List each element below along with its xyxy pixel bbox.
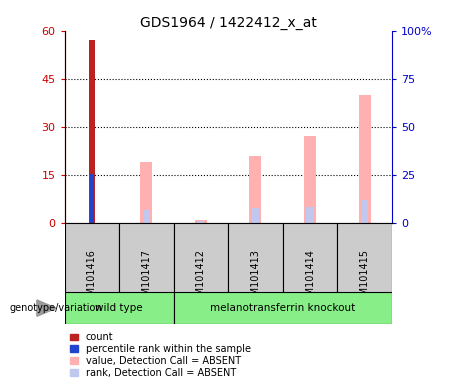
Bar [359, 95, 371, 223]
Bar [252, 208, 259, 223]
Text: GSM101412: GSM101412 [196, 249, 206, 308]
Text: GSM101415: GSM101415 [360, 249, 370, 308]
Bar [228, 223, 283, 292]
Text: GSM101416: GSM101416 [87, 249, 97, 308]
Bar [143, 210, 150, 223]
Bar [119, 223, 174, 292]
Text: wild type: wild type [95, 303, 143, 313]
Bar [90, 174, 94, 223]
Bar [65, 223, 119, 292]
Bar [140, 162, 153, 223]
Title: GDS1964 / 1422412_x_at: GDS1964 / 1422412_x_at [140, 16, 317, 30]
Text: melanotransferrin knockout: melanotransferrin knockout [210, 303, 355, 313]
Legend: count, percentile rank within the sample, value, Detection Call = ABSENT, rank, : count, percentile rank within the sample… [70, 331, 252, 379]
Bar [89, 40, 95, 223]
Text: GSM101413: GSM101413 [250, 249, 260, 308]
Polygon shape [37, 300, 56, 316]
Bar [283, 223, 337, 292]
Bar [304, 136, 316, 223]
Text: GSM101417: GSM101417 [142, 249, 151, 308]
Bar [361, 200, 368, 223]
Bar [337, 223, 392, 292]
Bar [307, 207, 313, 223]
Bar [249, 156, 261, 223]
Bar [195, 220, 207, 223]
Text: genotype/variation: genotype/variation [9, 303, 102, 313]
Bar [197, 221, 205, 223]
Text: GSM101414: GSM101414 [305, 249, 315, 308]
Bar [174, 292, 392, 324]
Bar [174, 223, 228, 292]
Bar [65, 292, 174, 324]
